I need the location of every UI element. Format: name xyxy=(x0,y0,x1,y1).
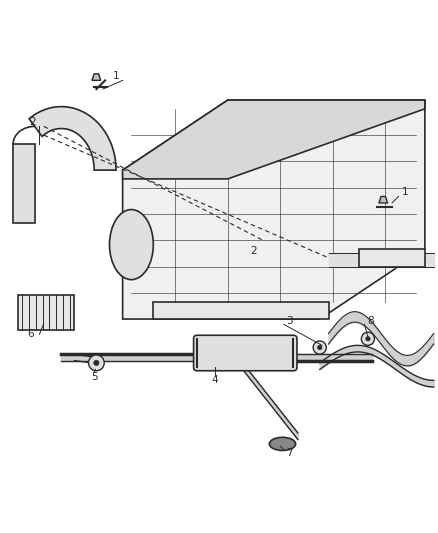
Ellipse shape xyxy=(110,209,153,280)
Text: 1: 1 xyxy=(113,71,120,81)
Text: 1: 1 xyxy=(402,187,409,197)
Polygon shape xyxy=(153,302,328,319)
Circle shape xyxy=(94,360,99,366)
Circle shape xyxy=(318,345,322,350)
Polygon shape xyxy=(123,100,425,179)
Polygon shape xyxy=(123,100,425,319)
Polygon shape xyxy=(379,197,388,203)
Circle shape xyxy=(313,341,326,354)
Text: 7: 7 xyxy=(286,448,293,458)
Text: 2: 2 xyxy=(29,117,36,127)
Text: 5: 5 xyxy=(91,372,98,382)
Polygon shape xyxy=(29,107,116,170)
Polygon shape xyxy=(92,74,101,80)
Polygon shape xyxy=(359,249,425,266)
Circle shape xyxy=(88,355,104,371)
Ellipse shape xyxy=(269,437,296,450)
Circle shape xyxy=(366,336,370,341)
Text: 6: 6 xyxy=(27,329,34,340)
FancyBboxPatch shape xyxy=(194,335,297,371)
Text: 3: 3 xyxy=(286,316,293,326)
Text: 4: 4 xyxy=(211,375,218,385)
Polygon shape xyxy=(18,295,74,330)
Text: 2: 2 xyxy=(251,246,258,256)
Polygon shape xyxy=(13,144,35,223)
Text: 8: 8 xyxy=(367,316,374,326)
Circle shape xyxy=(361,332,374,345)
